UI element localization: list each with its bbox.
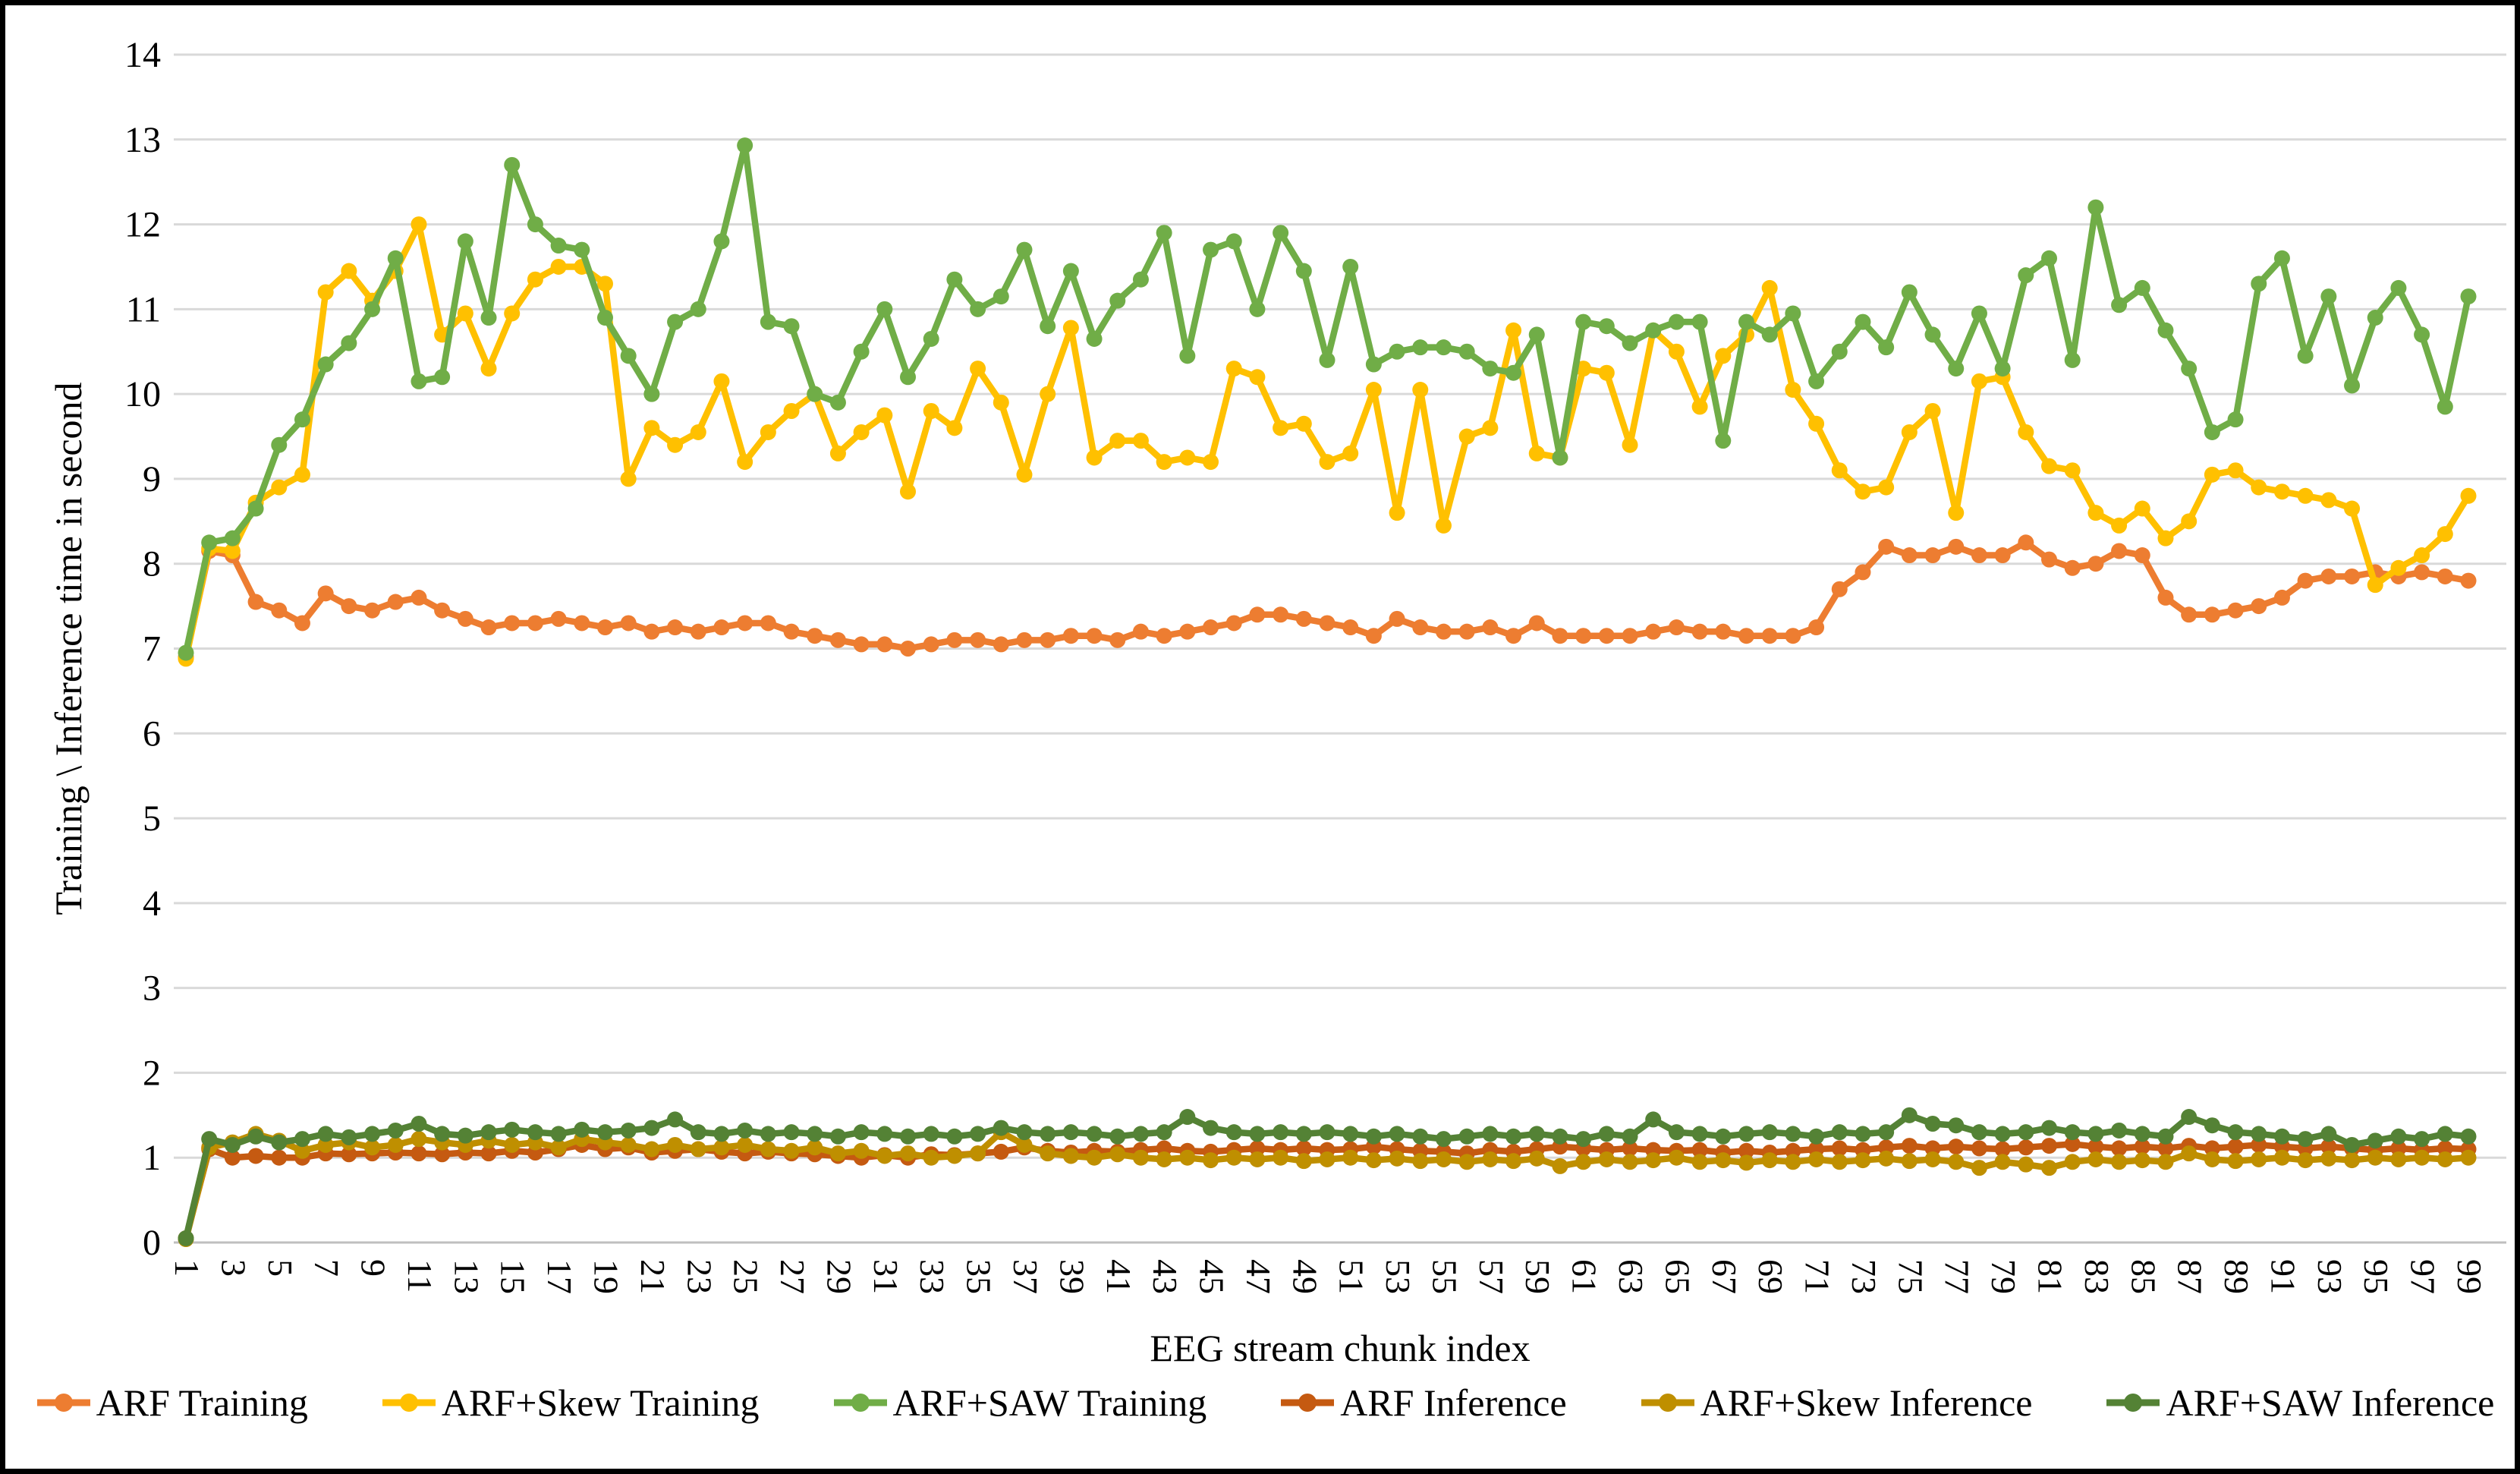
svg-text:29: 29: [820, 1259, 858, 1294]
svg-text:8: 8: [143, 544, 161, 584]
svg-text:51: 51: [1332, 1259, 1371, 1294]
line-marker-icon: [833, 1394, 887, 1412]
series-arf-training: [178, 534, 2477, 666]
svg-text:45: 45: [1193, 1259, 1232, 1294]
svg-text:59: 59: [1518, 1259, 1557, 1294]
svg-text:49: 49: [1285, 1259, 1324, 1294]
svg-text:5: 5: [261, 1259, 300, 1277]
svg-text:15: 15: [494, 1259, 533, 1294]
svg-text:12: 12: [124, 205, 161, 245]
legend-item-arf-skew-inference: ARF+Skew Inference: [1640, 1381, 2033, 1425]
x-axis-title: EEG stream chunk index: [1150, 1327, 1530, 1369]
svg-text:11: 11: [401, 1259, 439, 1293]
y-axis-title: Training \ Inference time in second: [47, 382, 90, 915]
legend: ARF Training ARF+Skew Training ARF+SAW T…: [36, 1381, 2494, 1425]
series-arf-skew-training: [178, 216, 2477, 667]
svg-text:43: 43: [1146, 1259, 1184, 1294]
svg-text:37: 37: [1006, 1259, 1045, 1294]
svg-text:71: 71: [1798, 1259, 1837, 1294]
svg-text:33: 33: [913, 1259, 952, 1294]
svg-text:63: 63: [1612, 1259, 1650, 1294]
svg-text:14: 14: [124, 35, 161, 75]
svg-text:85: 85: [2124, 1259, 2163, 1294]
svg-text:99: 99: [2450, 1259, 2489, 1294]
legend-label: ARF Training: [96, 1381, 308, 1424]
svg-text:1: 1: [168, 1259, 206, 1277]
svg-text:89: 89: [2217, 1259, 2256, 1294]
svg-text:1: 1: [143, 1138, 161, 1178]
legend-item-arf-skew-training: ARF+Skew Training: [381, 1381, 760, 1425]
svg-text:95: 95: [2357, 1259, 2396, 1294]
svg-text:9: 9: [354, 1259, 393, 1277]
line-marker-icon: [1281, 1394, 1335, 1412]
svg-text:2: 2: [143, 1053, 161, 1093]
svg-text:31: 31: [867, 1259, 905, 1294]
svg-text:13: 13: [124, 120, 161, 160]
svg-text:79: 79: [1984, 1259, 2023, 1294]
svg-text:83: 83: [2078, 1259, 2116, 1294]
svg-text:87: 87: [2171, 1259, 2210, 1294]
svg-text:35: 35: [960, 1259, 999, 1294]
legend-item-arf-saw-training: ARF+SAW Training: [832, 1381, 1207, 1425]
x-axis-labels: 1 3 5 7 9 11 13 15 17 19 21 23 25 27 29 31 33 35 37 39 41 43 4…: [168, 1259, 2489, 1294]
svg-text:7: 7: [143, 629, 161, 669]
svg-text:5: 5: [143, 798, 161, 839]
svg-text:4: 4: [143, 883, 161, 924]
svg-text:9: 9: [143, 459, 161, 499]
svg-text:19: 19: [587, 1259, 625, 1294]
legend-label: ARF+SAW Training: [892, 1381, 1207, 1424]
svg-text:41: 41: [1100, 1259, 1138, 1294]
svg-text:27: 27: [773, 1259, 812, 1294]
svg-text:77: 77: [1938, 1259, 1977, 1294]
line-marker-icon: [1641, 1394, 1694, 1412]
line-marker-icon: [36, 1394, 90, 1412]
legend-item-arf-training: ARF Training: [36, 1381, 308, 1425]
svg-text:10: 10: [124, 374, 161, 414]
svg-text:3: 3: [143, 968, 161, 1009]
svg-text:3: 3: [214, 1259, 253, 1277]
legend-item-arf-inference: ARF Inference: [1279, 1381, 1567, 1425]
svg-text:39: 39: [1052, 1259, 1091, 1294]
svg-text:81: 81: [2031, 1259, 2070, 1294]
svg-text:67: 67: [1705, 1259, 1744, 1294]
svg-text:21: 21: [634, 1259, 672, 1294]
legend-label: ARF+Skew Training: [441, 1381, 760, 1424]
svg-text:13: 13: [447, 1259, 486, 1294]
svg-text:0: 0: [143, 1223, 161, 1263]
legend-label: ARF+Skew Inference: [1700, 1381, 2033, 1424]
svg-text:97: 97: [2404, 1259, 2443, 1294]
svg-text:57: 57: [1472, 1259, 1511, 1294]
series-arf-saw-training: [178, 137, 2477, 661]
legend-label: ARF Inference: [1340, 1381, 1567, 1424]
svg-text:65: 65: [1658, 1259, 1697, 1294]
svg-text:23: 23: [680, 1259, 719, 1294]
line-marker-icon: [382, 1394, 436, 1412]
svg-text:25: 25: [727, 1259, 766, 1294]
gridlines: [174, 53, 2506, 1244]
svg-text:17: 17: [540, 1259, 579, 1294]
svg-text:53: 53: [1379, 1259, 1417, 1294]
line-marker-icon: [2106, 1394, 2160, 1412]
legend-item-arf-saw-inference: ARF+SAW Inference: [2105, 1381, 2494, 1425]
series-arf-saw-inference: [178, 1107, 2477, 1246]
svg-text:93: 93: [2311, 1259, 2349, 1294]
svg-text:47: 47: [1239, 1259, 1278, 1294]
svg-text:55: 55: [1425, 1259, 1464, 1294]
svg-text:11: 11: [126, 289, 161, 329]
svg-text:73: 73: [1845, 1259, 1883, 1294]
svg-text:6: 6: [143, 713, 161, 754]
svg-text:91: 91: [2264, 1259, 2302, 1294]
svg-text:75: 75: [1891, 1259, 1930, 1294]
svg-text:69: 69: [1751, 1259, 1790, 1294]
legend-label: ARF+SAW Inference: [2166, 1381, 2495, 1424]
svg-text:61: 61: [1565, 1259, 1604, 1294]
svg-text:7: 7: [307, 1259, 346, 1277]
